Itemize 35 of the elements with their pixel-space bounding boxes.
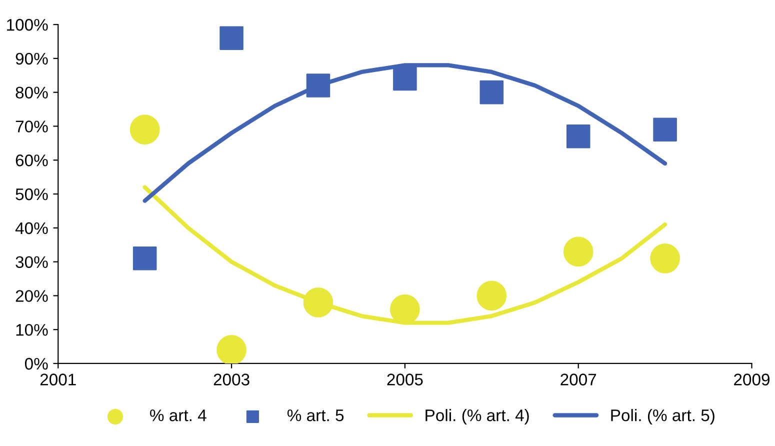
line-series: [142, 63, 668, 203]
y-tick-label: 100%: [7, 18, 48, 31]
point: [566, 124, 590, 148]
point: [130, 114, 160, 145]
line-series: [142, 185, 668, 325]
legend-label: % art. 5: [287, 410, 344, 422]
legend-label: Poli. (% art. 5): [611, 408, 714, 425]
x-tick-label: 2001: [40, 374, 76, 386]
y-tick-label: 0%: [24, 358, 48, 370]
y-tick-label: 10%: [16, 324, 48, 336]
point: [132, 246, 157, 270]
y-tick-label: 40%: [15, 222, 48, 234]
y-tick-label: 80%: [16, 86, 48, 99]
x-tick-label: 2003: [214, 374, 250, 386]
point: [563, 236, 594, 267]
y-tick-label: 50%: [16, 188, 48, 200]
legend-label: % art. 4: [150, 410, 206, 422]
legend-label: Poli. (% art. 4): [426, 408, 529, 425]
y-tick-label: 30%: [16, 256, 48, 268]
point: [480, 80, 504, 104]
point: [476, 280, 507, 311]
point: [653, 118, 677, 142]
y-tick-label: 20%: [16, 290, 48, 302]
point: [216, 335, 246, 364]
y-tick-label: 60%: [16, 154, 48, 166]
x-tick-label: 2007: [560, 374, 596, 386]
y-tick-label: 90%: [16, 52, 48, 65]
point: [303, 288, 334, 318]
x-tick-label: 2009: [734, 374, 770, 386]
y-tick-label: 70%: [16, 120, 48, 132]
point: [393, 66, 417, 91]
point: [650, 243, 680, 274]
point: [220, 26, 244, 50]
x-tick-label: 2005: [387, 374, 423, 386]
point: [306, 74, 330, 98]
